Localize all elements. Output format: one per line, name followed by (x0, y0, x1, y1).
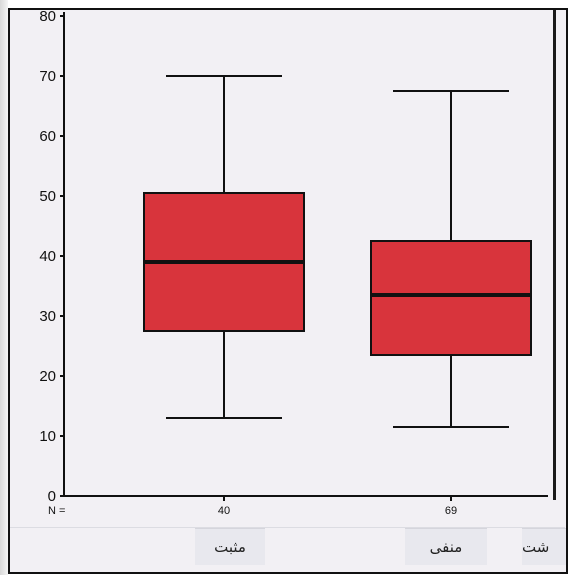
y-tick-label: 10 (39, 428, 56, 445)
n-count-positive: 40 (217, 505, 231, 517)
category-label-positive: مثبت (195, 528, 265, 565)
category-strip-divider (10, 527, 565, 528)
y-tick-label: 50 (39, 188, 56, 205)
y-tick-label: 60 (39, 128, 56, 145)
category-label-cropped: شت (522, 528, 566, 565)
n-label: N = (48, 505, 66, 517)
boxes-layer (143, 75, 532, 428)
y-tick-label: 80 (39, 8, 56, 25)
axes: 0 10 20 30 40 50 60 70 80 (39, 8, 548, 505)
y-tick-label: 0 (48, 488, 56, 505)
box-group (370, 90, 532, 428)
y-tick-label: 70 (39, 68, 56, 85)
category-label-negative: منفی (405, 528, 487, 565)
y-tick-label: 20 (39, 368, 56, 385)
box-group (143, 75, 305, 419)
scan-edge (0, 0, 8, 575)
right-border-rule (553, 10, 556, 500)
y-tick-label: 30 (39, 308, 56, 325)
n-count-negative: 69 (444, 505, 458, 517)
iqr-box (370, 240, 532, 356)
y-tick-label: 40 (39, 248, 56, 265)
